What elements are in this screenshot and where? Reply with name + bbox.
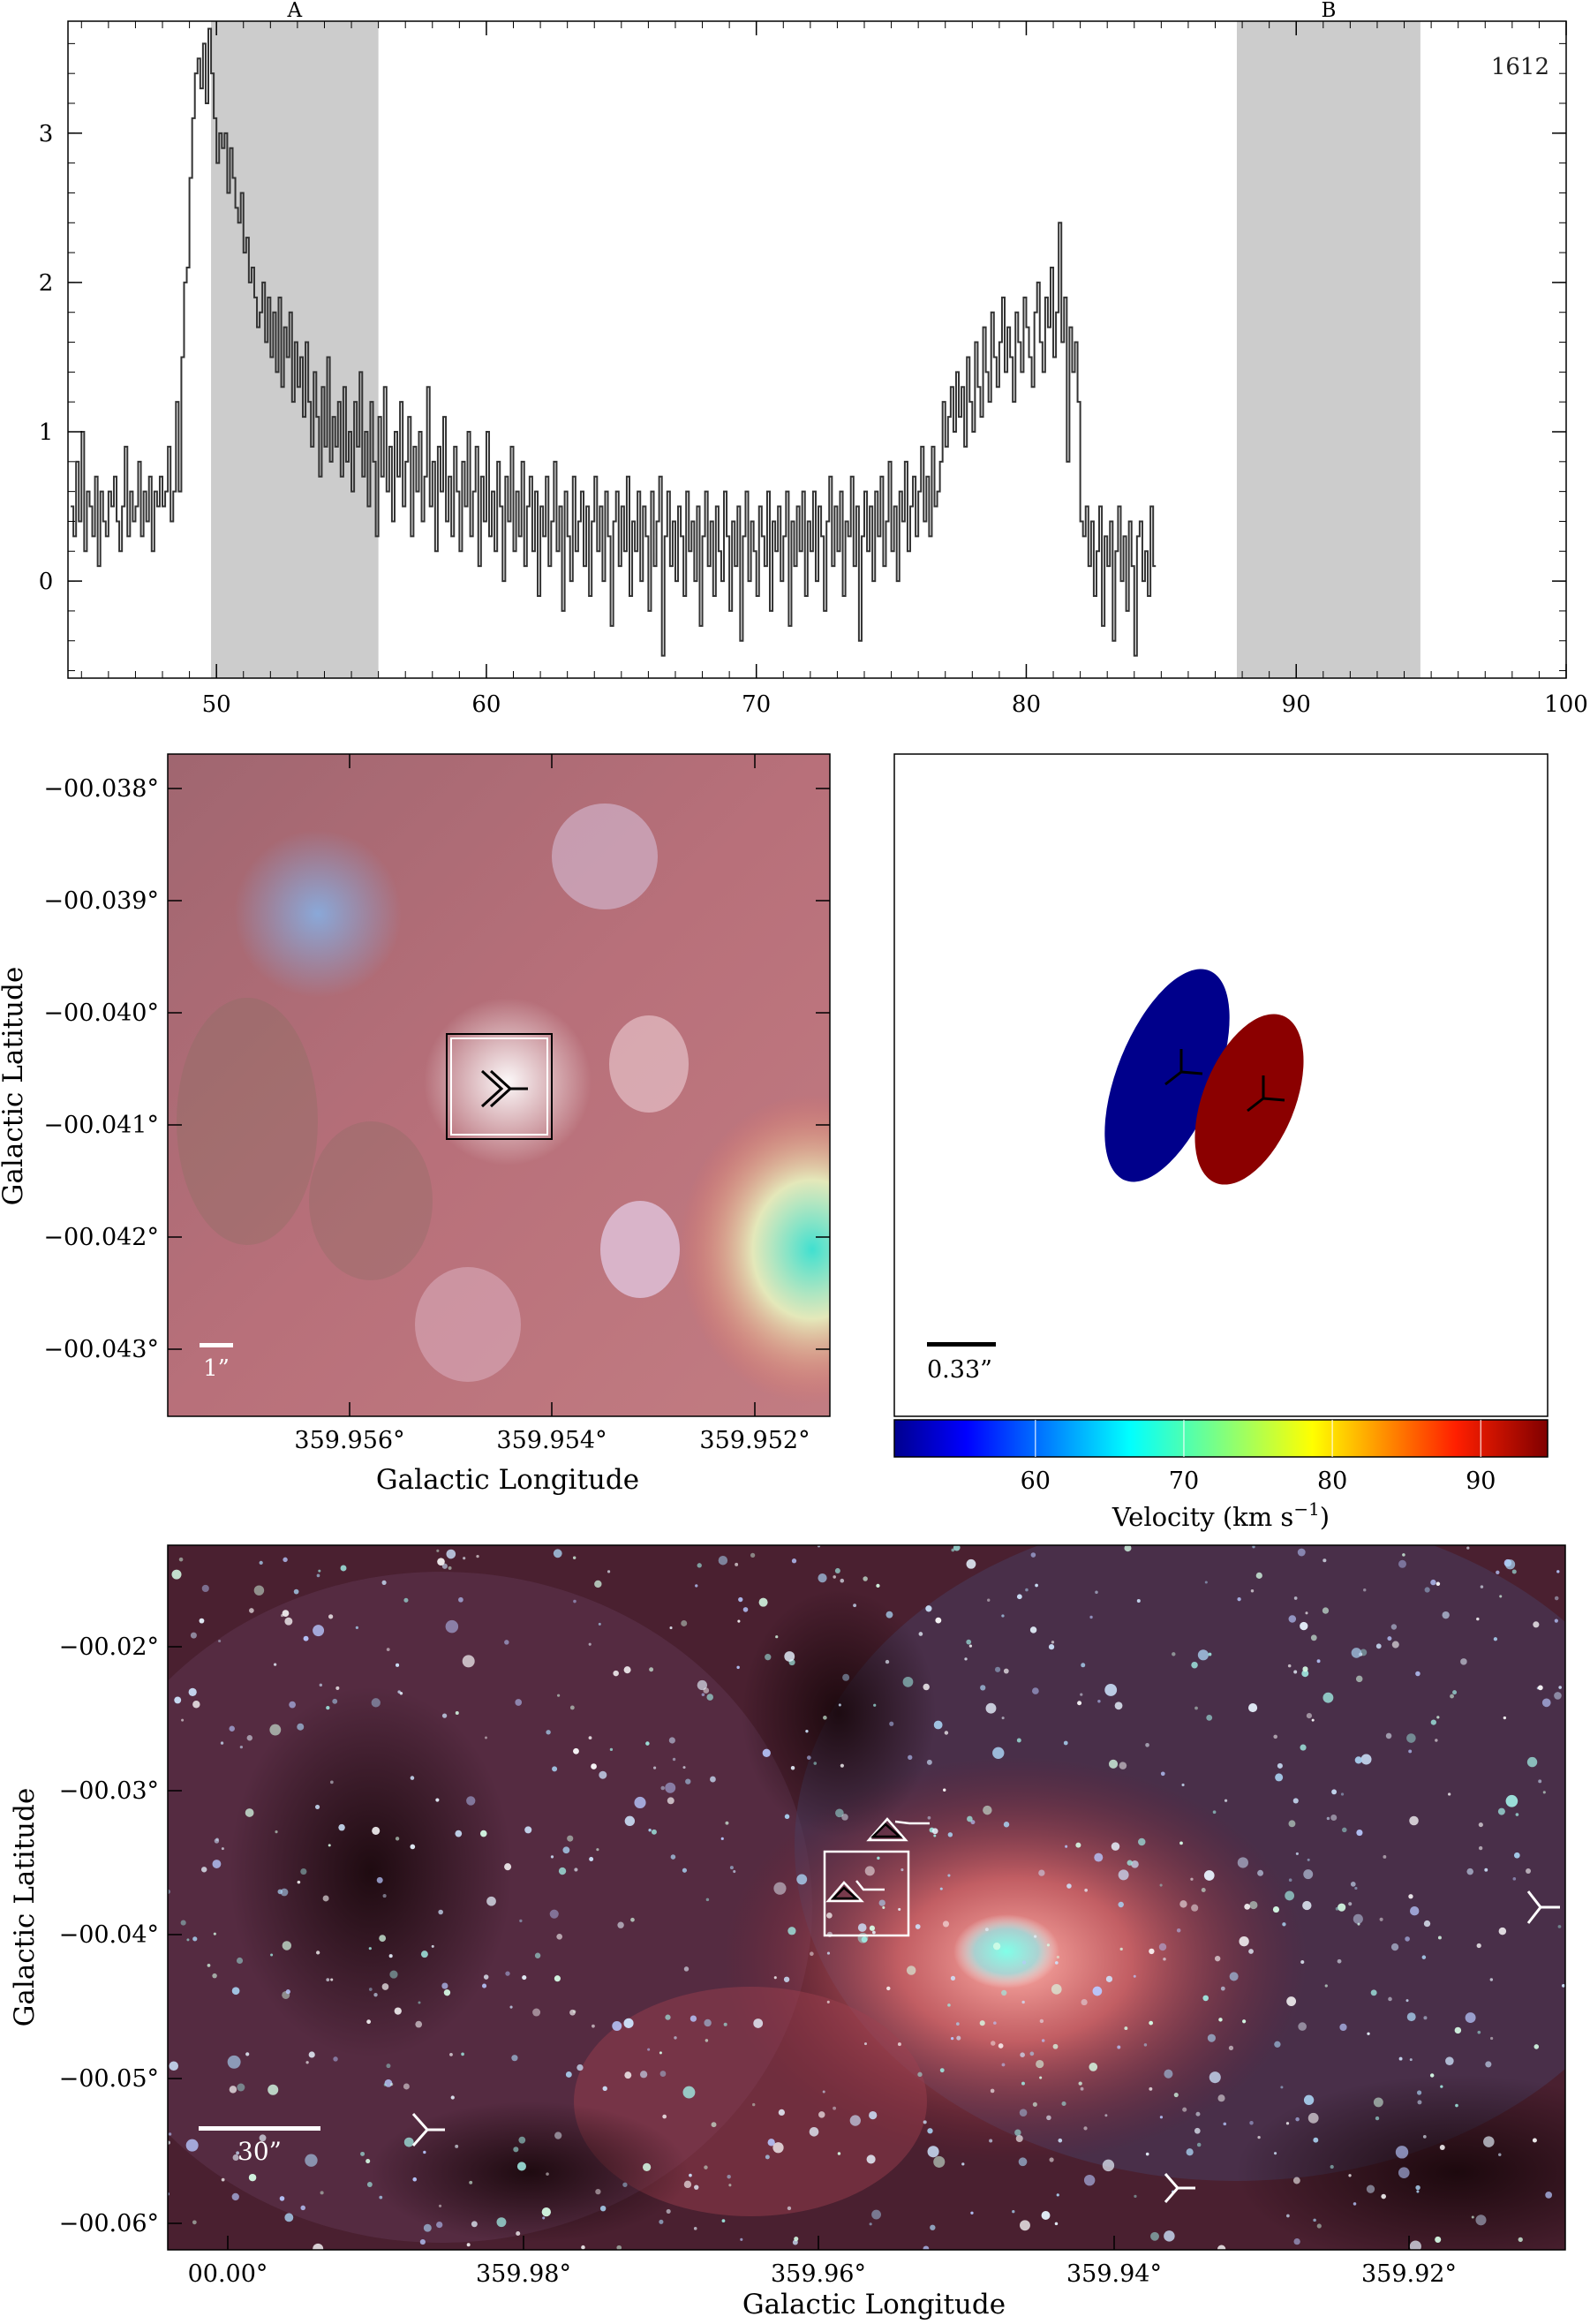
zoom-xlabel: Galactic Longitude — [376, 1464, 639, 1496]
y-tick-label: 2 — [39, 270, 54, 297]
velocity-colorbar — [893, 1419, 1549, 1458]
x-tick-label: 359.96° — [771, 2260, 866, 2288]
y-tick-label: −00.042° — [43, 1224, 159, 1251]
y-tick-label: −00.02° — [59, 1634, 159, 1661]
zoom-scalebar — [200, 1343, 233, 1347]
wide-scalebar — [199, 2126, 320, 2131]
y-tick-label: −00.039° — [43, 887, 159, 915]
spectrum-ticks: 50 60 70 80 90 100 0 1 2 3 — [39, 21, 1588, 718]
wide-ticks: 00.00° 359.98° 359.96° 359.94° 359.92° −00.02… — [59, 1634, 1457, 2288]
triangle-marker-icon — [866, 1817, 930, 1842]
spot-marker-icon — [1247, 1075, 1285, 1113]
zoom-scalebar-label: 1” — [203, 1355, 230, 1382]
spots-scalebar-label: 0.33” — [927, 1356, 992, 1384]
x-tick-label: 359.94° — [1066, 2260, 1162, 2288]
y-tick-label: −00.06° — [59, 2210, 159, 2237]
zoom-image-panel: 1” 359.956° 359.954° 359.952° −00.038° −00.0… — [0, 753, 831, 1496]
colorbar-tick-label: 70 — [1169, 1468, 1199, 1495]
zoom-ticks: 359.956° 359.954° 359.952° −00.038° −00.039°… — [43, 754, 830, 1454]
target-box-outer — [446, 1033, 553, 1140]
zoom-region-box — [823, 1850, 910, 1937]
zoom-ylabel: Galactic Latitude — [0, 967, 29, 1206]
x-tick-label: 359.954° — [496, 1427, 607, 1454]
x-tick-label: 70 — [742, 691, 771, 718]
wide-ylabel: Galactic Latitude — [9, 1788, 41, 2027]
wide-image-panel: 30” 00.00° 359.98° 359.96° 359.94° 359.92° −0… — [9, 1544, 1566, 2320]
maser-marker-icon — [480, 1069, 528, 1108]
wide-image-frame — [167, 1544, 1566, 2251]
maser-spot-red — [1194, 1014, 1304, 1185]
spectrum-frame — [67, 20, 1567, 679]
spot-marker-icon — [1164, 1049, 1203, 1086]
x-tick-label: 359.952° — [699, 1427, 810, 1454]
x-tick-label: 60 — [471, 691, 501, 718]
maser-marker-icon — [1164, 2173, 1195, 2203]
spots-scalebar — [927, 1342, 996, 1347]
x-tick-label: 359.956° — [294, 1427, 404, 1454]
y-tick-label: −00.04° — [59, 1921, 159, 1949]
region-label: A — [287, 0, 303, 22]
x-tick-label: 80 — [1012, 691, 1041, 718]
spectrum-series — [71, 27, 1157, 657]
zoom-image-raster — [168, 754, 830, 1416]
x-tick-label: 00.00° — [188, 2260, 268, 2288]
colorbar-tick-label: 60 — [1021, 1468, 1051, 1495]
maser-marker-icon — [411, 2113, 445, 2147]
y-tick-label: 1 — [39, 419, 54, 446]
wide-scalebar-label: 30” — [237, 2137, 282, 2166]
spectrum-line — [71, 27, 1157, 657]
region-label: B — [1321, 0, 1336, 22]
zoom-image-frame — [167, 753, 831, 1417]
x-tick-label: 90 — [1282, 691, 1311, 718]
y-tick-label: 0 — [39, 569, 54, 595]
y-tick-label: −00.038° — [43, 775, 159, 803]
spectrum-annotation: 1612 — [1491, 54, 1549, 80]
y-tick-label: −00.05° — [59, 2065, 159, 2093]
colorbar-tick-label: 90 — [1466, 1468, 1496, 1495]
y-tick-label: −00.03° — [59, 1777, 159, 1805]
triangle-marker-icon — [825, 1880, 885, 1903]
colorbar-ticks: 60 70 80 90 — [1021, 1420, 1496, 1495]
maser-marker-icon — [1526, 1890, 1560, 1924]
y-tick-label: −00.040° — [43, 1000, 159, 1027]
wide-xlabel: Galactic Longitude — [742, 2289, 1006, 2320]
x-tick-label: 359.92° — [1361, 2260, 1457, 2288]
maser-spot-blue — [1104, 969, 1230, 1182]
y-tick-label: 3 — [39, 121, 54, 147]
y-tick-label: −00.041° — [43, 1112, 159, 1139]
y-tick-label: −00.043° — [43, 1336, 159, 1363]
colorbar-tick-label: 80 — [1317, 1468, 1347, 1495]
x-tick-label: 359.98° — [476, 2260, 571, 2288]
colorbar-label: Velocity (km s−1) — [1111, 1498, 1330, 1532]
target-box-inner — [450, 1038, 548, 1136]
wide-image-raster — [168, 1545, 1565, 2250]
x-tick-label: 50 — [202, 691, 231, 718]
maser-spots-panel: 0.33” 60 70 80 90 Velocity (km s−1) — [893, 753, 1549, 1532]
x-tick-label: 100 — [1544, 691, 1588, 718]
shaded-region — [1236, 21, 1420, 678]
